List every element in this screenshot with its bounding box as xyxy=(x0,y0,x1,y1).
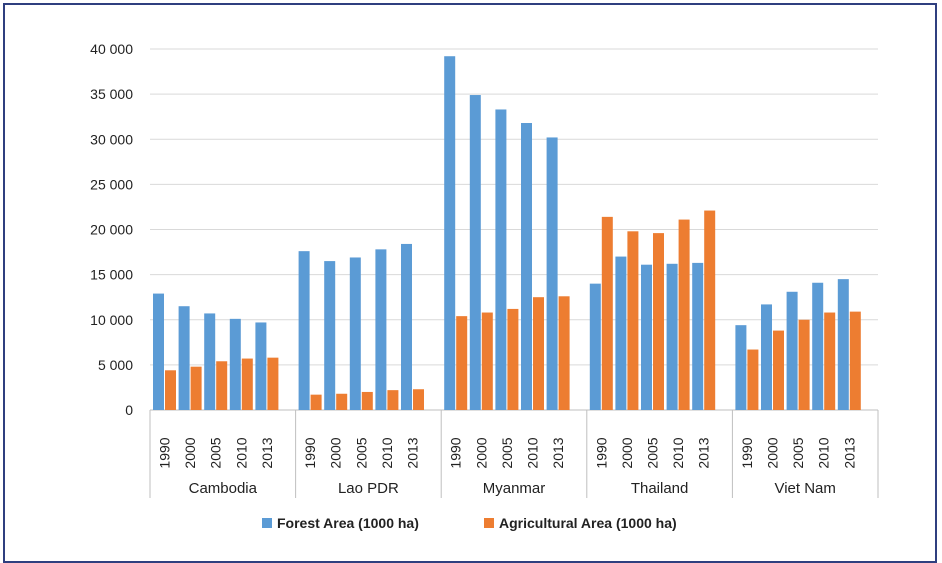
agricultural-bar xyxy=(361,391,373,410)
legend-swatch xyxy=(262,518,272,528)
agricultural-bar xyxy=(824,312,836,410)
forest-bar xyxy=(495,109,507,410)
agricultural-bar xyxy=(336,393,348,410)
forest-bar xyxy=(375,249,387,410)
agricultural-bar xyxy=(653,233,664,410)
x-tick-label: 2005 xyxy=(790,437,806,468)
x-tick-label: 2013 xyxy=(841,437,857,468)
x-tick-label: 2013 xyxy=(696,437,712,468)
x-tick-label: 2000 xyxy=(619,437,635,468)
forest-bar xyxy=(204,313,216,410)
forest-bar xyxy=(761,304,772,410)
x-tick-label: 2013 xyxy=(550,437,566,468)
agricultural-bar xyxy=(456,316,468,410)
legend-label: Forest Area (1000 ha) xyxy=(277,515,419,531)
bars xyxy=(153,56,861,410)
agricultural-bar xyxy=(507,308,519,410)
agricultural-bar xyxy=(601,216,613,410)
agricultural-bar xyxy=(558,296,570,410)
x-tick-label: 2010 xyxy=(379,437,395,468)
agricultural-bar xyxy=(165,370,176,410)
x-tick-label: 2005 xyxy=(353,437,369,468)
agricultural-bar xyxy=(216,361,228,410)
x-tick-label: 2000 xyxy=(473,437,489,468)
agricultural-bar xyxy=(310,394,322,410)
x-tick-label: 2005 xyxy=(208,437,224,468)
x-tick-label: 1990 xyxy=(157,437,173,468)
x-tick-label: 1990 xyxy=(448,437,464,468)
x-tick-label: 2010 xyxy=(525,437,541,468)
category-label: Myanmar xyxy=(483,480,546,497)
legend-swatch xyxy=(484,518,494,528)
y-tick-label: 0 xyxy=(125,402,133,418)
x-tick-label: 2005 xyxy=(645,437,661,468)
x-tick-label: 2000 xyxy=(765,437,781,468)
forest-bar xyxy=(692,262,704,410)
x-tick-label: 1990 xyxy=(593,437,609,468)
legend-label: Agricultural Area (1000 ha) xyxy=(499,515,677,531)
legend: Forest Area (1000 ha) Agricultural Area (… xyxy=(262,515,677,531)
forest-bar xyxy=(786,291,798,410)
forest-bar xyxy=(615,256,627,410)
x-tick-label: 2000 xyxy=(182,437,198,468)
agricultural-bar xyxy=(798,319,810,410)
x-tick-label: 2010 xyxy=(233,437,249,468)
agricultural-bar xyxy=(190,366,202,410)
y-tick-label: 20 000 xyxy=(90,222,133,238)
forest-bar xyxy=(641,264,652,410)
forest-bar xyxy=(521,123,532,410)
forest-bar xyxy=(469,95,481,410)
x-tick-label: 2010 xyxy=(670,437,686,468)
x-tick-label: 2000 xyxy=(328,437,344,468)
forest-bar xyxy=(349,257,361,410)
forest-bar xyxy=(298,251,310,410)
forest-bar xyxy=(546,137,558,410)
x-tick-label: 2013 xyxy=(405,437,421,468)
agricultural-bar xyxy=(678,219,690,410)
x-tick-label: 2010 xyxy=(816,437,832,468)
agricultural-bar xyxy=(387,390,399,410)
y-tick-label: 25 000 xyxy=(90,176,133,192)
x-tick-label: 1990 xyxy=(739,437,755,468)
agricultural-bar xyxy=(241,358,253,410)
forest-bar xyxy=(229,318,241,410)
agricultural-bar xyxy=(773,330,784,410)
category-label: Cambodia xyxy=(189,480,258,497)
agricultural-bar xyxy=(747,349,759,410)
agricultural-bar xyxy=(627,231,639,410)
forest-bar xyxy=(153,293,164,410)
x-tick-label: 1990 xyxy=(302,437,318,468)
forest-bar xyxy=(178,306,190,410)
agricultural-bar xyxy=(533,297,544,410)
category-label: Thailand xyxy=(631,480,689,497)
agricultural-bar xyxy=(481,312,493,410)
y-tick-label: 15 000 xyxy=(90,267,133,283)
forest-bar xyxy=(589,283,601,410)
agricultural-bar xyxy=(704,210,716,410)
forest-bar xyxy=(401,243,412,410)
x-tick-label: 2005 xyxy=(499,437,515,468)
x-tick-label: 2013 xyxy=(259,437,275,468)
y-tick-label: 40 000 xyxy=(90,41,133,57)
forest-bar xyxy=(735,325,747,410)
forest-bar xyxy=(255,322,267,410)
y-tick-label: 10 000 xyxy=(90,312,133,328)
category-label: Lao PDR xyxy=(338,480,399,497)
forest-bar xyxy=(837,279,849,410)
forest-bar xyxy=(324,261,336,410)
y-tick-label: 5 000 xyxy=(98,357,133,373)
y-tick-label: 35 000 xyxy=(90,86,133,102)
forest-bar xyxy=(444,56,456,410)
forest-bar xyxy=(812,282,824,410)
agricultural-bar xyxy=(413,389,424,410)
agricultural-bar xyxy=(849,311,861,410)
y-axis-ticks: 0 5 000 10 000 15 000 20 000 25 000 30 000 35 0… xyxy=(90,41,133,418)
y-tick-label: 30 000 xyxy=(90,131,133,147)
forest-bar xyxy=(666,263,678,410)
category-label: Viet Nam xyxy=(774,480,835,497)
agricultural-bar xyxy=(267,357,279,410)
